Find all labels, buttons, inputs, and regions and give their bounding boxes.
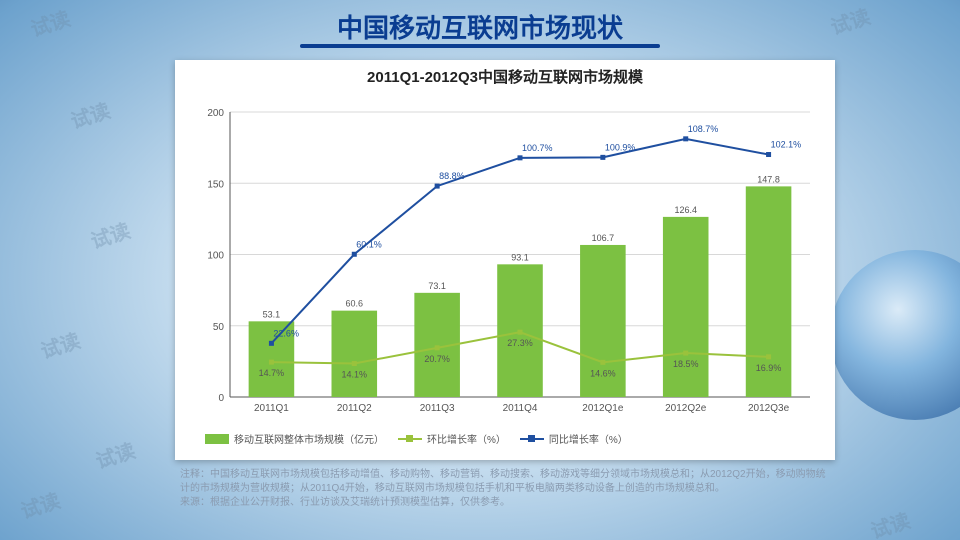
legend-bar-label: 移动互联网整体市场规模（亿元） bbox=[234, 431, 384, 446]
watermark: 试读 bbox=[16, 485, 63, 525]
chart-legend: 移动互联网整体市场规模（亿元） 环比增长率（%） 同比增长率（%） bbox=[175, 427, 835, 446]
svg-text:20.7%: 20.7% bbox=[424, 354, 450, 364]
svg-text:126.4: 126.4 bbox=[674, 205, 697, 215]
svg-text:2011Q3: 2011Q3 bbox=[420, 403, 455, 414]
svg-text:27.3%: 27.3% bbox=[507, 338, 533, 348]
chart-title: 2011Q1-2012Q3中国移动互联网市场规模 bbox=[175, 60, 835, 87]
legend-line1-label: 环比增长率（%） bbox=[427, 431, 506, 446]
svg-text:2012Q2e: 2012Q2e bbox=[665, 403, 707, 414]
svg-text:106.7: 106.7 bbox=[592, 233, 615, 243]
svg-text:14.1%: 14.1% bbox=[342, 370, 368, 380]
chart-card: 2011Q1-2012Q3中国移动互联网市场规模 0 50 100 150 200 53.… bbox=[175, 60, 835, 460]
svg-text:200: 200 bbox=[207, 108, 224, 119]
svg-text:150: 150 bbox=[207, 179, 224, 190]
svg-text:16.9%: 16.9% bbox=[756, 363, 782, 373]
legend-bar-swatch bbox=[205, 434, 229, 444]
svg-text:2011Q1: 2011Q1 bbox=[254, 403, 289, 414]
chart-svg: 0 50 100 150 200 53.1 2011Q1 60.6 2011Q2 73.1 2011… bbox=[185, 87, 825, 427]
legend-line1-swatch bbox=[398, 438, 422, 440]
svg-text:100: 100 bbox=[207, 251, 224, 262]
legend-bar: 移动互联网整体市场规模（亿元） bbox=[205, 431, 384, 446]
svg-text:18.5%: 18.5% bbox=[673, 359, 699, 369]
globe-decoration bbox=[830, 250, 960, 420]
svg-text:2012Q1e: 2012Q1e bbox=[582, 403, 624, 414]
title-underline bbox=[300, 44, 660, 48]
svg-text:102.1%: 102.1% bbox=[771, 140, 802, 150]
svg-text:88.8%: 88.8% bbox=[439, 171, 465, 181]
svg-text:14.6%: 14.6% bbox=[590, 368, 616, 378]
svg-text:60.6: 60.6 bbox=[346, 299, 364, 309]
svg-text:60.1%: 60.1% bbox=[356, 239, 382, 249]
svg-text:14.7%: 14.7% bbox=[259, 368, 285, 378]
footnote-line1: 注释：中国移动互联网市场规模包括移动增值、移动购物、移动营销、移动搜索、移动游戏… bbox=[180, 468, 830, 496]
slide: 试读 试读 试读 试读 试读 试读 试读 试读 中国移动互联网市场现状 2011… bbox=[0, 0, 960, 540]
watermark: 试读 bbox=[66, 95, 113, 135]
footnote-line2: 来源：根据企业公开财报、行业访谈及艾瑞统计预测模型估算，仅供参考。 bbox=[180, 496, 830, 510]
watermark: 试读 bbox=[36, 325, 83, 365]
svg-text:2011Q4: 2011Q4 bbox=[503, 403, 538, 414]
watermark: 试读 bbox=[866, 505, 913, 540]
legend-line2-label: 同比增长率（%） bbox=[549, 431, 628, 446]
legend-line2: 同比增长率（%） bbox=[520, 431, 628, 446]
legend-line2-swatch bbox=[520, 438, 544, 440]
svg-text:93.1: 93.1 bbox=[511, 252, 529, 262]
svg-text:0: 0 bbox=[218, 393, 224, 404]
svg-text:147.8: 147.8 bbox=[757, 174, 780, 184]
svg-text:22.6%: 22.6% bbox=[273, 328, 299, 338]
svg-text:100.7%: 100.7% bbox=[522, 143, 553, 153]
watermark: 试读 bbox=[91, 435, 138, 475]
svg-text:108.7%: 108.7% bbox=[688, 124, 719, 134]
svg-text:100.9%: 100.9% bbox=[605, 142, 636, 152]
svg-text:73.1: 73.1 bbox=[428, 281, 446, 291]
watermark: 试读 bbox=[86, 215, 133, 255]
legend-line1: 环比增长率（%） bbox=[398, 431, 506, 446]
page-title: 中国移动互联网市场现状 bbox=[0, 8, 960, 45]
svg-text:53.1: 53.1 bbox=[263, 309, 281, 319]
svg-text:2012Q3e: 2012Q3e bbox=[748, 403, 790, 414]
svg-text:2011Q2: 2011Q2 bbox=[337, 403, 372, 414]
chart-footnote: 注释：中国移动互联网市场规模包括移动增值、移动购物、移动营销、移动搜索、移动游戏… bbox=[180, 468, 830, 510]
svg-text:50: 50 bbox=[213, 322, 225, 333]
